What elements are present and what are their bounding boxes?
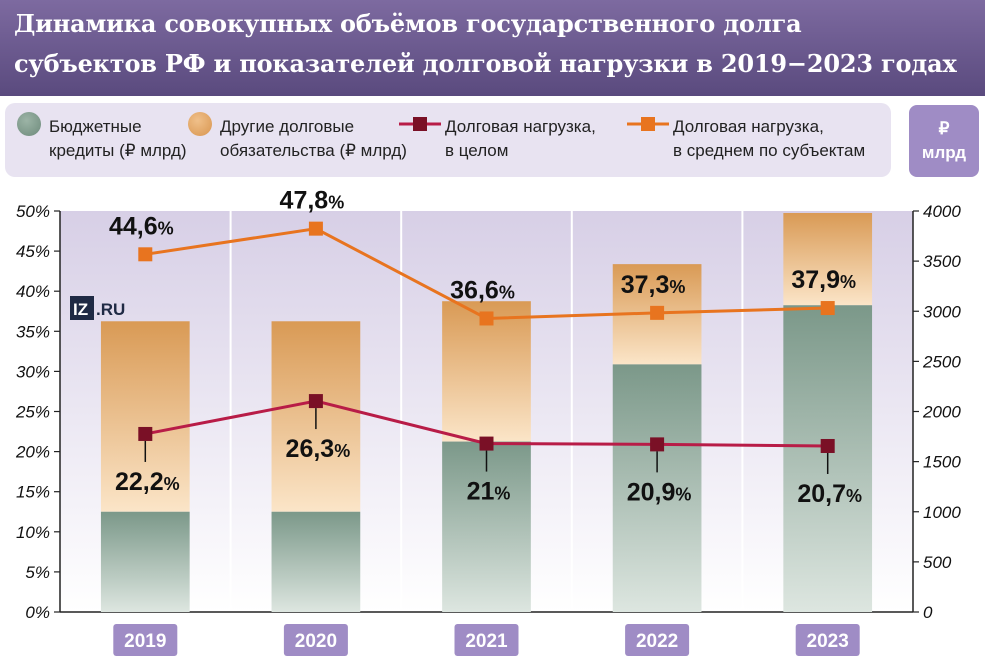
legend-budget-credits-swatch [17,112,41,136]
left-tick-label: 5% [25,563,50,582]
load-avg-data-label: 37,3% [621,271,686,299]
bar-budget-credits [612,364,702,612]
load-total-data-label: 20,7% [797,480,862,508]
logo-text-suffix: .RU [96,300,125,319]
left-tick-label: 50% [16,202,50,221]
year-badge [795,624,860,656]
right-tick-label: 3500 [923,252,961,271]
right-tick-label: 500 [923,553,952,572]
legend-other-debt: Другие долговые обязательства (₽ млрд) [220,115,407,163]
legend-load-avg-line-1: Долговая нагрузка, [673,117,824,136]
year-label: 2022 [636,631,678,652]
chart-title-line-1: Динамика совокупных объёмов государствен… [14,9,802,38]
left-tick-label: 30% [16,362,50,381]
load-total-point [650,437,665,452]
right-tick-label: 3000 [923,302,961,321]
chart-title-line-2: субъектов РФ и показателей долговой нагр… [14,49,957,78]
right-tick-label: 4000 [923,202,961,221]
load-avg-data-label: 44,6% [109,212,174,240]
load-total-point [138,426,153,441]
load-total-data-label: 20,9% [627,478,692,506]
left-tick-label: 35% [16,322,50,341]
year-badge [625,624,690,656]
legend-load-avg-swatch [627,117,669,131]
legend-budget-credits-line-1: Бюджетные [49,117,142,136]
unit-badge: ₽ млрд [909,105,979,177]
load-avg-data-label: 37,9% [791,266,856,294]
left-tick-label: 25% [15,403,50,422]
load-avg-point [308,221,323,236]
load-total-data-label: 26,3% [286,435,351,463]
legend-other-debt-line-1: Другие долговые [220,117,355,136]
year-badge [113,624,178,656]
year-badge [454,624,519,656]
legend-budget-credits: Бюджетные кредиты (₽ млрд) [49,115,187,163]
left-tick-label: 10% [16,523,50,542]
right-tick-label: 2500 [922,352,961,371]
load-total-data-label: 22,2% [115,468,180,496]
title-bar: Динамика совокупных объёмов государствен… [0,0,985,96]
legend-load-total-line-2: в целом [445,141,509,160]
left-tick-label: 45% [16,242,50,261]
load-avg-point [650,305,665,320]
left-tick-label: 15% [16,483,50,502]
load-avg-data-label: 36,6% [450,276,515,304]
right-tick-label: 1000 [923,503,961,522]
legend-load-avg-line-2: в среднем по субъектам [673,141,866,160]
legend-load-total-swatch [399,117,441,131]
left-tick-label: 20% [15,443,50,462]
load-total-point [479,436,494,451]
legend: Бюджетные кредиты (₽ млрд) Другие долгов… [5,103,891,177]
load-avg-data-label: 47,8% [280,187,345,215]
bar-budget-credits [271,511,361,612]
load-avg-point [138,247,153,262]
load-avg-point [479,311,494,326]
legend-load-avg: Долговая нагрузка, в среднем по субъекта… [673,115,865,163]
logo-mark [70,296,94,320]
left-tick-label: 40% [16,282,50,301]
year-label: 2021 [465,631,508,652]
unit-badge-unit: млрд [921,143,967,162]
unit-badge-currency: ₽ [938,119,950,138]
year-label: 2023 [807,631,849,652]
year-label: 2019 [124,631,166,652]
chart: 0% 5% 10% 15% 20% 25% 30% 35% 40% 45% 50% 0 500 1000 1… [15,187,961,656]
right-tick-label: 1500 [923,453,961,472]
load-avg-point [820,301,835,316]
load-total-point [308,394,323,409]
legend-load-total-line-1: Долговая нагрузка, [445,117,596,136]
year-label: 2020 [295,631,337,652]
legend-budget-credits-line-2: кредиты (₽ млрд) [49,141,187,160]
bar-other-debt [783,213,873,306]
bar-other-debt [100,321,190,512]
legend-other-debt-swatch [188,112,212,136]
legend-load-total: Долговая нагрузка, в целом [445,115,596,163]
right-tick-label: 0 [923,603,933,622]
year-badge [283,624,348,656]
left-tick-label: 0% [25,603,50,622]
logo-text: IZ [73,300,88,319]
right-tick-label: 2000 [922,403,961,422]
load-total-point [820,438,835,453]
bar-budget-credits [100,511,190,612]
load-total-data-label: 21% [467,478,511,506]
legend-other-debt-line-2: обязательства (₽ млрд) [220,141,407,160]
